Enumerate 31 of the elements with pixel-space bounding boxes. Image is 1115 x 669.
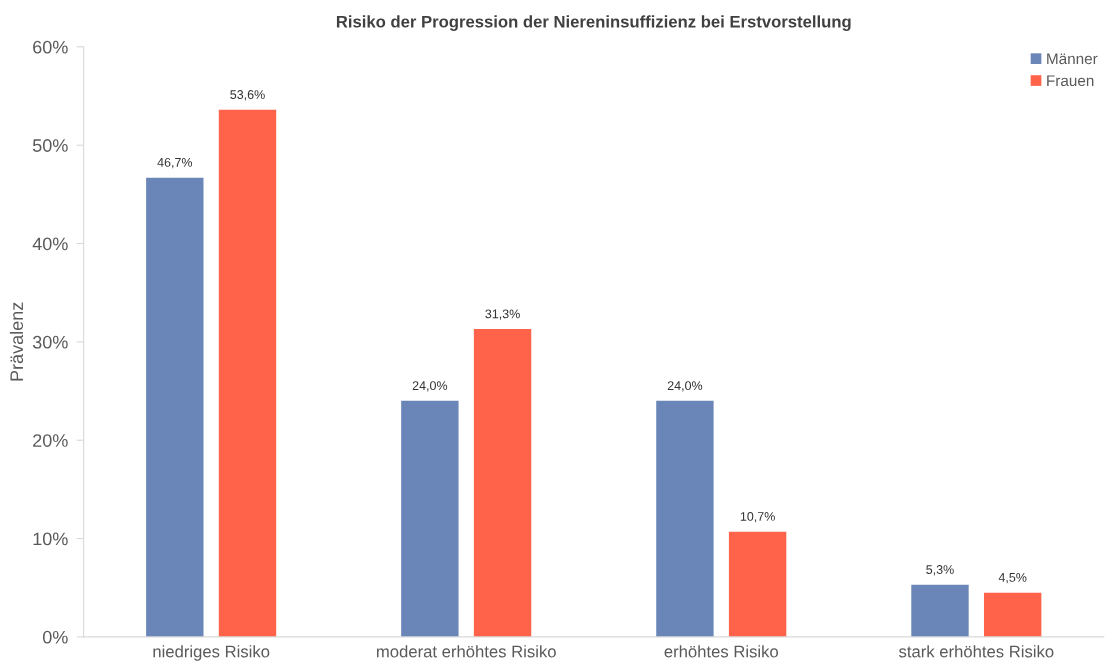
data-label: 5,3% xyxy=(926,565,954,576)
bar xyxy=(218,109,277,637)
bar xyxy=(911,584,969,637)
legend-label: Männer xyxy=(1047,53,1098,65)
y-tick-label: 40% xyxy=(32,237,68,251)
bar xyxy=(473,329,532,637)
legend-label: Frauen xyxy=(1047,75,1094,87)
y-tick-label: 30% xyxy=(32,335,68,349)
x-tick-label: stark erhöhtes Risiko xyxy=(898,645,1054,658)
y-axis-title: Prävalenz xyxy=(9,302,24,381)
bar xyxy=(401,400,459,637)
y-tick-label: 10% xyxy=(33,532,68,546)
bar xyxy=(656,400,714,637)
x-tick-label: moderat erhöhtes Risiko xyxy=(377,645,556,658)
bar xyxy=(146,177,204,637)
y-tick-label: 50% xyxy=(32,139,68,152)
data-label: 24,0% xyxy=(412,381,448,392)
y-tick-label: 0% xyxy=(42,630,68,644)
x-tick-label: erhöhtes Risiko xyxy=(664,645,778,658)
chart-title: Risiko der Progression der Niereninsuffizienz bei Erstvorstellung xyxy=(336,15,851,31)
bar xyxy=(983,592,1042,637)
x-tick-label: niedriges Risiko xyxy=(153,645,270,661)
data-label: 24,0% xyxy=(667,381,703,392)
data-label: 46,7% xyxy=(157,157,193,169)
data-label: 31,3% xyxy=(485,309,520,320)
bar xyxy=(728,531,787,637)
y-tick-label: 20% xyxy=(33,434,68,447)
y-tick-label: 60% xyxy=(33,40,68,54)
data-label: 53,6% xyxy=(230,90,265,101)
data-label: 10,7% xyxy=(740,512,775,523)
data-label: 4,5% xyxy=(998,573,1027,584)
